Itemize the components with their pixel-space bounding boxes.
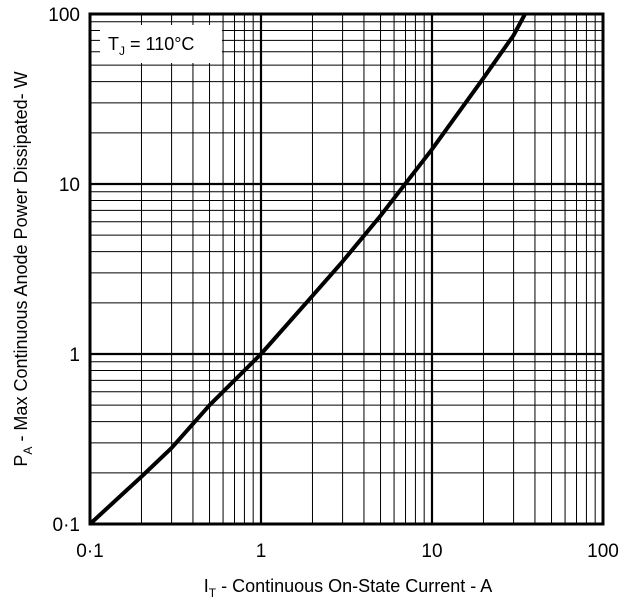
x-axis-title: IT - Continuous On-State Current - A (204, 576, 493, 600)
y-tick-labels: 0·1 1 10 100 (48, 5, 80, 536)
annotation-text: TJ = 110°C (108, 34, 194, 58)
plot-frame (88, 12, 605, 526)
x-tick-label: 100 (587, 541, 619, 562)
annotation-box: TJ = 110°C (100, 25, 222, 63)
y-tick-label: 1 (69, 345, 80, 366)
y-tick-label: 10 (59, 175, 80, 196)
y-axis-title: PA - Max Continuous Anode Power Dissipat… (11, 71, 35, 466)
series-line (88, 13, 527, 526)
x-tick-label: 0·1 (76, 541, 103, 562)
y-tick-label: 0·1 (53, 515, 80, 536)
chart-grid (90, 14, 603, 524)
x-tick-label: 10 (421, 541, 442, 562)
x-tick-labels: 0·1 1 10 100 (76, 541, 619, 562)
x-tick-label: 1 (256, 541, 267, 562)
y-tick-label: 100 (48, 5, 80, 26)
